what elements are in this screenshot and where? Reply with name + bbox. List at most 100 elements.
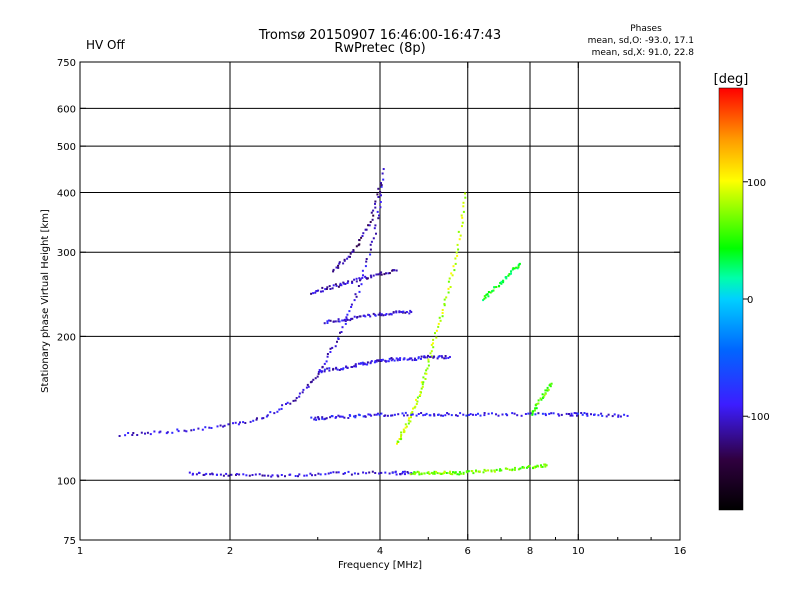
data-point [364,265,367,268]
data-point [366,361,369,364]
x-ticks: 1 2 4 6 8 10 16 [77,62,686,557]
data-point [336,368,339,371]
colorbar-tick-label: 100 [747,178,766,189]
data-point [462,210,465,213]
data-point [335,471,338,474]
data-point [392,311,395,314]
data-point [452,265,455,268]
data-point [440,414,443,417]
data-point [405,425,408,428]
data-point [149,433,152,436]
data-point [541,465,544,468]
data-point [384,414,387,417]
data-point [429,414,432,417]
data-point [404,411,407,414]
data-point [232,422,234,425]
data-point [261,474,264,477]
data-point [552,412,555,415]
data-point [549,383,552,386]
data-point [344,472,346,475]
data-point [350,303,353,306]
data-point [343,282,345,285]
y-tick-label: 600 [57,104,76,115]
data-point [409,420,412,423]
data-point [307,385,310,388]
data-point [365,260,368,263]
data-point [362,314,365,317]
data-point [335,416,338,418]
data-point [445,472,448,474]
data-point [380,185,383,188]
data-point [540,465,543,468]
data-point [426,356,429,359]
data-point [351,282,354,284]
data-point [310,292,313,295]
data-point [423,355,426,358]
data-point [339,415,342,418]
data-point [495,468,498,471]
data-point [235,473,238,475]
data-point [417,356,420,359]
data-point [132,432,135,434]
data-point [292,399,295,402]
data-point [409,357,412,360]
data-point [429,356,432,358]
data-point [376,359,379,362]
data-point [436,472,439,475]
data-point [400,435,402,438]
data-point [573,412,576,414]
data-point [131,434,134,436]
data-point [377,359,380,362]
data-point [244,422,247,424]
data-point [329,416,332,419]
data-point [558,414,561,417]
data-point [576,414,578,417]
data-point [418,473,421,476]
data-point [144,432,146,435]
data-point [548,412,551,415]
data-point [344,283,347,285]
data-point [356,316,359,318]
data-point [323,368,326,371]
data-point [331,287,334,290]
data-point [461,225,463,228]
data-point [341,319,344,322]
data-point [456,243,459,246]
data-point [605,415,608,418]
data-point [372,237,375,240]
data-point [576,412,579,415]
data-point [414,471,417,474]
data-point [381,172,384,175]
data-point [124,434,127,437]
data-point [372,312,375,315]
data-point [376,210,379,213]
data-point [323,362,326,365]
data-point [321,370,324,373]
data-point [432,342,434,345]
data-point [345,318,348,321]
data-point [393,359,396,362]
data-point [222,425,225,428]
data-point [374,472,377,474]
data-point [369,361,372,364]
data-point [436,357,439,360]
colorbar-tick-label: -100 [747,412,770,423]
data-point [380,412,383,415]
data-point [395,310,398,313]
data-point [586,412,589,415]
data-point [410,472,413,475]
data-point [315,290,318,293]
data-point [407,419,410,422]
data-point [528,465,531,468]
data-point [580,412,583,414]
phases-line-o: mean, sd,O: -93.0, 17.1 [588,36,694,46]
data-point [485,293,488,296]
data-point [360,283,363,286]
data-point [345,366,348,369]
data-point [461,216,464,219]
data-point [416,470,419,473]
data-point [420,387,423,390]
data-point [338,262,341,265]
data-point [326,286,329,289]
data-point [544,389,547,392]
